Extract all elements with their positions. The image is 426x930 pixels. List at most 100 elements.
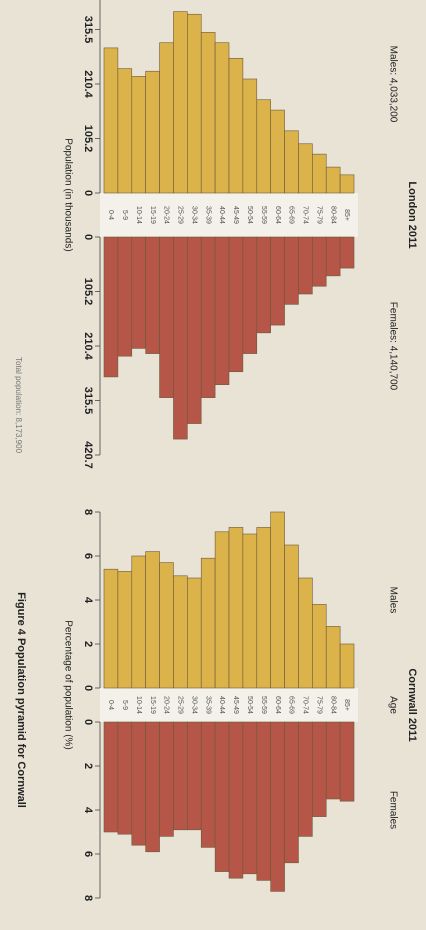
male-bar [214,531,230,689]
male-bar [339,643,355,689]
male-bar [270,511,285,689]
male-bar [145,70,160,194]
x-tick-label: 0 [82,685,94,691]
legend-males: Males [387,587,398,614]
x-tick-label: 105.2 [82,278,94,306]
x-tick-label: 4 [82,807,94,814]
female-bar [256,236,271,334]
age-label: 80-84 [329,696,336,714]
x-tick-label: 420.7 [82,441,94,469]
legend-females: Females: 4,140,700 [387,302,398,391]
male-bar [284,544,299,689]
female-bar [298,721,313,837]
age-label: 70-74 [302,206,309,224]
footnote: Total population: 8,173,900 [14,357,23,454]
female-bar [270,721,285,892]
age-label: 55-59 [260,206,267,224]
female-bar [200,236,216,398]
x-tick-label: 0 [82,719,94,725]
age-column [100,193,358,237]
age-label: 60-64 [274,696,281,714]
male-bar [214,42,230,194]
age-label: 75-79 [315,206,322,224]
female-bar [325,721,341,800]
female-bar [325,236,341,277]
age-label: 0-4 [107,210,114,220]
male-bar [256,527,271,689]
x-tick-label: 0 [82,190,94,196]
female-bar [173,721,188,831]
female-bar [145,721,160,853]
age-label: 25-29 [177,206,184,224]
female-bar [159,236,174,398]
age-label: 85+ [343,699,350,711]
age-label: 45-49 [232,206,239,224]
age-label: 60-64 [274,206,281,224]
female-bar [298,236,313,295]
female-bar [214,236,230,385]
male-bar [298,577,313,689]
female-bar [131,236,146,349]
age-label: 50-54 [246,696,253,714]
x-tick-label: 8 [82,509,94,515]
male-bar [325,166,341,194]
female-bar [339,721,355,802]
x-tick-label: 8 [82,895,94,901]
age-label: 15-19 [149,206,156,224]
age-label: 25-29 [177,696,184,714]
female-bar [270,236,285,326]
male-bar [200,32,216,194]
male-bar [187,577,202,689]
male-bar [256,99,271,194]
age-label: 0-4 [107,700,114,710]
male-bar [339,174,355,194]
male-bar [312,604,327,689]
age-label: 70-74 [302,696,309,714]
female-bar [228,236,244,373]
female-bar [339,236,355,269]
x-tick-label: 0 [82,234,94,240]
male-bar [103,568,119,689]
age-column [100,688,358,722]
x-tick-label: 2 [82,763,94,769]
age-label: 35-39 [204,696,211,714]
x-tick-label: 210.4 [82,70,94,98]
age-label: 55-59 [260,696,267,714]
female-bar [242,236,258,354]
x-tick-label: 2 [82,641,94,647]
female-bar [312,721,327,817]
female-bar [187,721,202,831]
female-bar [228,721,244,879]
age-label: 40-44 [218,696,225,714]
male-bar [145,551,160,689]
age-label: 30-34 [190,206,197,224]
female-bar [284,236,299,305]
female-bar [103,236,119,378]
male-bar [325,626,341,689]
male-bar [159,42,174,194]
male-bar [200,557,216,689]
female-bar [187,236,202,424]
age-label: 40-44 [218,206,225,224]
male-bar [270,109,285,194]
age-label: 10-14 [135,206,142,224]
x-tick-label: 105.2 [82,125,94,153]
x-tick-label: 6 [82,553,94,559]
female-bar [214,721,230,872]
x-tick-label: 315.5 [82,387,94,415]
legend-females: Females [387,791,398,829]
male-bar [159,562,174,689]
chart-title: London 2011 [406,181,418,248]
age-label: 30-34 [190,696,197,714]
x-tick-label: 6 [82,851,94,857]
female-bar [131,721,146,846]
x-axis-title: Population (in thousands) [62,138,73,251]
female-bar [159,721,174,837]
age-label: 10-14 [135,696,142,714]
age-label: 45-49 [232,696,239,714]
female-bar [173,236,188,440]
age-label: 50-54 [246,206,253,224]
female-bar [145,236,160,354]
